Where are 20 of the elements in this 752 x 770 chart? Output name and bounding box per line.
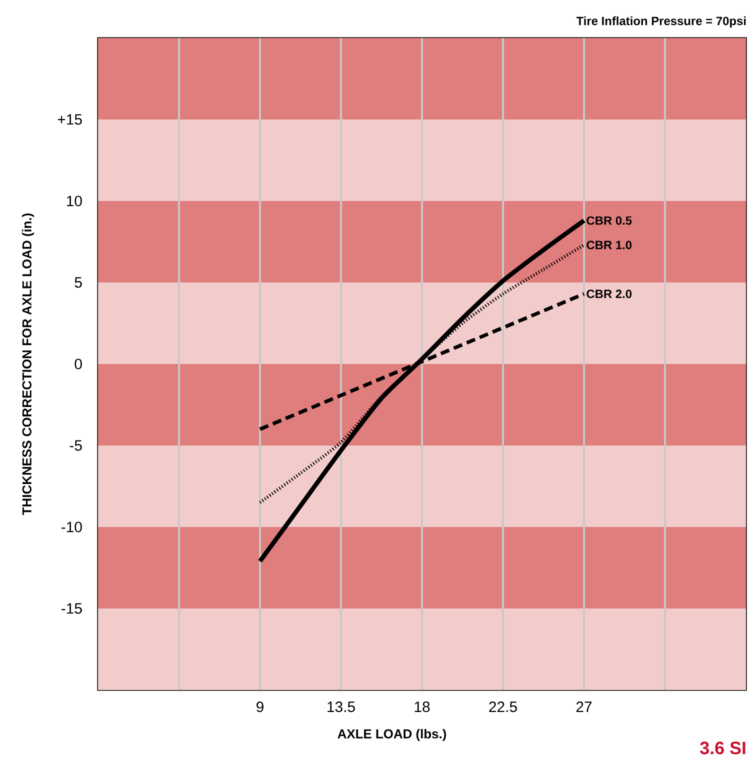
x-tick-label: 22.5 [489, 702, 517, 712]
y-tick-label: -10 [62, 522, 82, 532]
series-label: CBR 0.5 [586, 216, 632, 225]
y-tick-label: 0 [74, 358, 82, 370]
x-tick-label: 13.5 [328, 702, 355, 712]
y-tick-label: 10 [67, 196, 82, 206]
x-tick-label: 27 [576, 702, 592, 712]
y-axis-title: THICKNESS CORRECTION FOR AXLE LOAD (in.) [22, 214, 34, 515]
y-tick-label: -5 [70, 440, 82, 451]
series-label: CBR 1.0 [586, 240, 632, 250]
series-label: CBR 2.0 [586, 290, 632, 298]
x-axis-title: AXLE LOAD (lbs.) [338, 728, 446, 742]
x-tick-label: 18 [414, 702, 430, 712]
line-series [258, 218, 586, 564]
y-tick-label: +15 [58, 114, 82, 125]
chart-title: Tire Inflation Pressure = 70psi [576, 16, 746, 28]
y-tick-label: 5 [74, 277, 82, 288]
x-tick-label: 9 [256, 702, 264, 712]
y-tick-label: -15 [62, 603, 82, 614]
text: 3.6 SI [700, 742, 746, 754]
